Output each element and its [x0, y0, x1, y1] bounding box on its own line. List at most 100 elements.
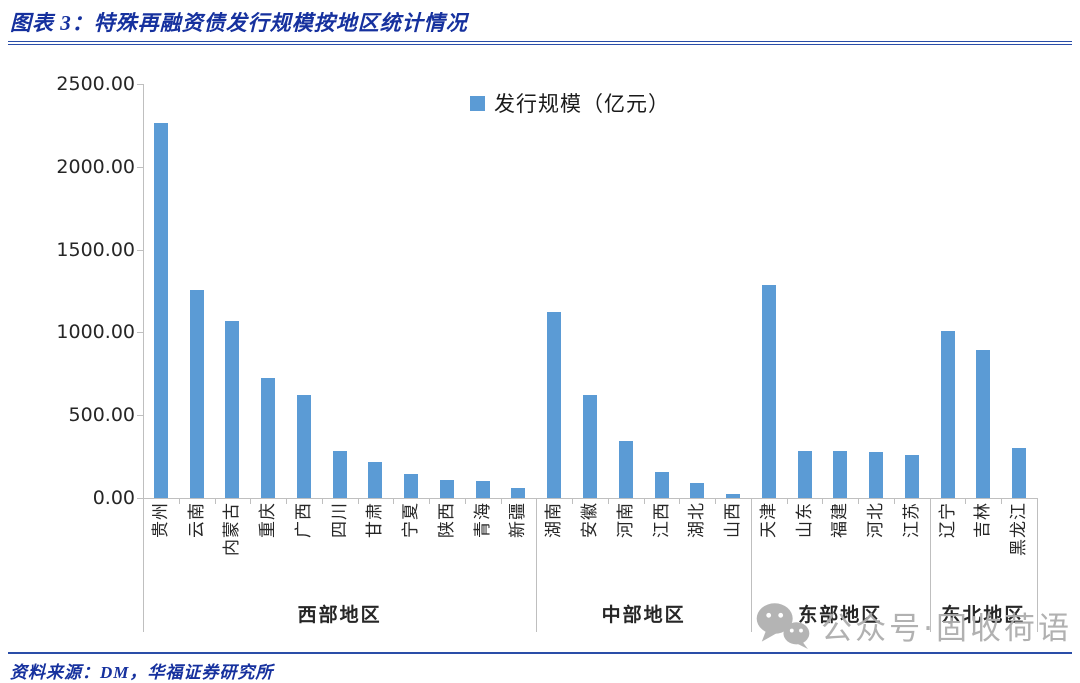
category-tick	[643, 498, 645, 504]
category-cell: 湖北	[679, 500, 715, 592]
category-tick	[679, 498, 681, 504]
category-cell: 甘肃	[358, 500, 394, 592]
watermark: 公众号·固收荷语	[755, 601, 1072, 649]
bar-黑龙江	[1012, 448, 1027, 498]
category-cell: 黑龙江	[1001, 500, 1037, 592]
category-tick	[572, 498, 574, 504]
bar-广西	[296, 395, 311, 498]
category-tick	[250, 498, 252, 504]
bar-吉林	[976, 350, 991, 498]
category-cell: 四川	[322, 500, 358, 592]
category-tick	[464, 498, 466, 504]
category-tick	[393, 498, 395, 504]
chart-legend: 发行规模（亿元）	[470, 88, 670, 118]
category-cell: 云南	[179, 500, 215, 592]
category-tick	[786, 498, 788, 504]
group-divider	[750, 498, 752, 632]
bar-四川	[332, 451, 347, 498]
category-label-安徽: 安徽	[579, 502, 600, 538]
bar-贵州	[153, 123, 168, 498]
bar-陕西	[439, 480, 454, 498]
wechat-icon	[756, 603, 810, 649]
category-tick	[286, 498, 288, 504]
bar-甘肃	[368, 462, 383, 498]
category-cell: 山西	[715, 500, 751, 592]
category-cell: 河南	[608, 500, 644, 592]
x-axis-line	[137, 498, 1037, 499]
category-label-辽宁: 辽宁	[937, 502, 958, 538]
y-axis-tick	[137, 166, 143, 168]
legend-label: 发行规模（亿元）	[494, 92, 670, 116]
category-cell: 天津	[751, 500, 787, 592]
category-tick	[893, 498, 895, 504]
category-tick	[822, 498, 824, 504]
bar-天津	[761, 285, 776, 498]
category-label-山西: 山西	[723, 502, 744, 538]
category-tick	[500, 498, 502, 504]
category-tick	[429, 498, 431, 504]
y-axis-tick	[137, 415, 143, 417]
category-tick	[321, 498, 323, 504]
bar-江西	[654, 472, 669, 498]
category-cell: 青海	[465, 500, 501, 592]
region-label-东部地区: 东部地区	[798, 603, 883, 626]
category-cell: 辽宁	[930, 500, 966, 592]
region-label-西部地区: 西部地区	[297, 603, 382, 626]
category-cell: 内蒙古	[215, 500, 251, 592]
category-label-重庆: 重庆	[258, 502, 279, 538]
category-label-内蒙古: 内蒙古	[222, 502, 243, 556]
category-label-贵州: 贵州	[150, 502, 171, 538]
bar-福建	[833, 451, 848, 498]
bar-江苏	[904, 455, 919, 498]
source-line: 资料来源：DM，华福证券研究所	[10, 663, 274, 682]
bar-青海	[475, 481, 490, 498]
category-cell: 河北	[858, 500, 894, 592]
y-axis-label: 2000.00	[56, 155, 135, 178]
bar-辽宁	[940, 331, 955, 498]
bar-新疆	[511, 488, 526, 498]
bar-山西	[726, 494, 741, 498]
category-label-宁夏: 宁夏	[401, 502, 422, 538]
y-axis-line	[143, 84, 144, 498]
category-tick	[1001, 498, 1003, 504]
category-label-广西: 广西	[293, 502, 314, 538]
category-tick	[965, 498, 967, 504]
category-cell: 安徽	[572, 500, 608, 592]
category-label-山东: 山东	[794, 502, 815, 538]
category-label-陕西: 陕西	[436, 502, 457, 538]
category-label-湖北: 湖北	[687, 502, 708, 538]
category-cell: 贵州	[143, 500, 179, 592]
category-label-黑龙江: 黑龙江	[1009, 502, 1030, 556]
category-label-湖南: 湖南	[544, 502, 565, 538]
legend-swatch	[470, 95, 485, 111]
category-label-吉林: 吉林	[973, 502, 994, 538]
category-cell: 新疆	[501, 500, 537, 592]
category-label-福建: 福建	[830, 502, 851, 538]
bar-湖南	[547, 312, 562, 498]
category-label-天津: 天津	[758, 502, 779, 538]
category-cell: 江苏	[894, 500, 930, 592]
category-cell: 重庆	[250, 500, 286, 592]
bar-山东	[797, 451, 812, 498]
bottom-rule	[8, 652, 1072, 654]
y-axis-tick	[137, 498, 143, 499]
category-tick	[178, 498, 180, 504]
category-cell: 宁夏	[393, 500, 429, 592]
bar-安徽	[583, 395, 597, 498]
y-axis-label: 2500.00	[56, 73, 135, 95]
category-label-云南: 云南	[186, 502, 207, 538]
category-label-江西: 江西	[651, 502, 672, 538]
category-tick	[357, 498, 359, 504]
bar-重庆	[261, 378, 276, 498]
bar-河南	[618, 441, 633, 498]
category-label-新疆: 新疆	[508, 502, 529, 538]
category-cell: 陕西	[429, 500, 465, 592]
y-axis-tick	[137, 332, 143, 334]
category-tick	[715, 498, 717, 504]
category-tick	[607, 498, 609, 504]
category-cell: 江西	[644, 500, 680, 592]
y-axis-tick	[137, 84, 143, 85]
group-divider	[1037, 498, 1038, 632]
